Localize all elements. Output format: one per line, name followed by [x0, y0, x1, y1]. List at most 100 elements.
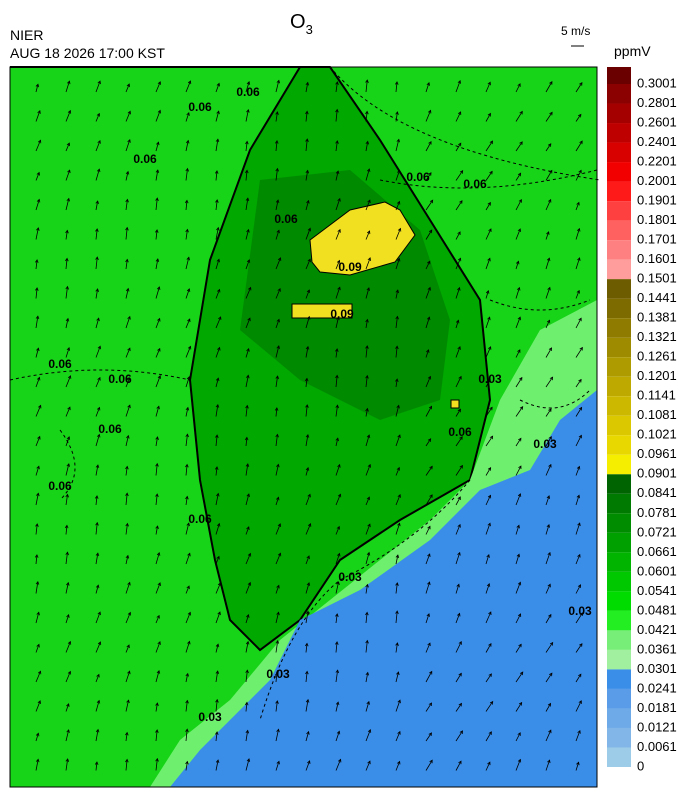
arrow-shaft [575, 228, 580, 240]
arrow-head [36, 198, 41, 203]
wind-arrow [515, 110, 523, 122]
wind-arrow [515, 286, 521, 299]
arrow-head [517, 228, 521, 232]
wind-arrow [305, 315, 311, 329]
wind-arrow [185, 112, 190, 122]
arrow-shaft [35, 700, 41, 712]
arrow-head [579, 140, 583, 145]
wind-arrow [365, 407, 369, 417]
wind-arrow [125, 644, 130, 653]
wind-arrow [95, 345, 102, 358]
arrow-shaft [275, 497, 279, 506]
wind-arrow [335, 581, 340, 594]
arrow-head [577, 257, 581, 261]
arrow-shaft [185, 496, 188, 506]
arrow-shaft [515, 111, 523, 122]
arrow-head [576, 201, 580, 206]
arrow-shaft [425, 287, 431, 299]
arrow-shaft [275, 729, 279, 742]
arrow-head [518, 701, 523, 706]
arrow-head [457, 111, 462, 115]
wind-arrow [485, 522, 491, 535]
contour-label: 0.03 [266, 667, 290, 681]
colorbar-box [607, 240, 631, 260]
wind-arrow [275, 318, 280, 329]
arrow-head [305, 610, 310, 615]
wind-arrow [335, 437, 339, 447]
arrow-shaft [485, 673, 492, 683]
wind-arrow [275, 639, 280, 653]
arrow-head [518, 465, 522, 470]
arrow-shaft [365, 729, 371, 742]
arrow-shaft [185, 612, 191, 624]
wind-arrow [185, 463, 189, 476]
arrow-head [457, 612, 461, 617]
arrow-shaft [575, 347, 583, 358]
wind-arrow [335, 613, 339, 624]
wind-arrow [35, 435, 41, 447]
arrow-shaft [185, 434, 188, 447]
arrow-head [579, 643, 583, 647]
wind-arrow [365, 230, 371, 240]
colorbar-label: 0.0961 [637, 446, 677, 461]
arrow-head [395, 582, 399, 586]
arrow-head [337, 463, 341, 468]
arrow-shaft [35, 259, 38, 270]
arrow-head [547, 143, 552, 147]
wind-arrow [485, 316, 491, 329]
arrow-head [397, 493, 401, 498]
colorbar-label: 0.0241 [637, 680, 677, 695]
arrow-head [305, 404, 309, 408]
wind-arrow [425, 702, 433, 712]
arrow-shaft [305, 494, 311, 506]
arrow-head [67, 169, 71, 174]
arrow-shaft [335, 287, 341, 299]
wind-arrow [425, 670, 433, 683]
arrow-shaft [35, 581, 39, 594]
arrow-shaft [215, 316, 222, 329]
wind-arrow [365, 671, 370, 683]
wind-arrow [185, 228, 189, 240]
arrow-head [246, 347, 250, 352]
arrow-shaft [395, 700, 401, 712]
arrow-head [187, 318, 191, 323]
arrow-head [428, 140, 432, 145]
arrow-head [304, 377, 309, 382]
arrow-shaft [545, 258, 550, 270]
wind-arrow [35, 347, 40, 358]
arrow-shaft [365, 524, 371, 535]
arrow-shaft [35, 140, 41, 152]
colorbar-box [607, 415, 631, 436]
arrow-head [157, 375, 162, 379]
arrow-head [185, 463, 189, 468]
wind-arrow [515, 671, 524, 683]
wind-arrow [35, 670, 42, 683]
arrow-shaft [485, 202, 491, 211]
arrow-head [336, 525, 340, 530]
colorbar-box [607, 708, 631, 728]
wind-arrow [185, 288, 191, 299]
wind-arrow [545, 523, 551, 535]
wind-arrow [485, 583, 491, 594]
contour-label: 0.06 [236, 85, 260, 99]
arrow-shaft [425, 376, 431, 388]
wind-arrow [335, 758, 342, 771]
arrow-head [305, 466, 310, 471]
arrow-head [337, 493, 342, 498]
arrow-shaft [275, 672, 278, 683]
wind-arrow [215, 522, 221, 535]
arrow-shaft [425, 613, 430, 624]
wind-arrow [395, 257, 401, 270]
wind-arrow [155, 169, 160, 181]
arrow-shaft [65, 169, 71, 181]
arrow-shaft [125, 288, 129, 299]
wind-arrow [65, 257, 69, 270]
arrow-shaft [365, 408, 368, 417]
wind-arrow [515, 349, 521, 358]
arrow-shaft [575, 584, 581, 594]
wind-arrow [305, 404, 309, 417]
arrow-head [94, 761, 99, 765]
wind-arrow [545, 143, 552, 152]
arrow-shaft [35, 316, 39, 329]
arrow-head [127, 377, 131, 382]
